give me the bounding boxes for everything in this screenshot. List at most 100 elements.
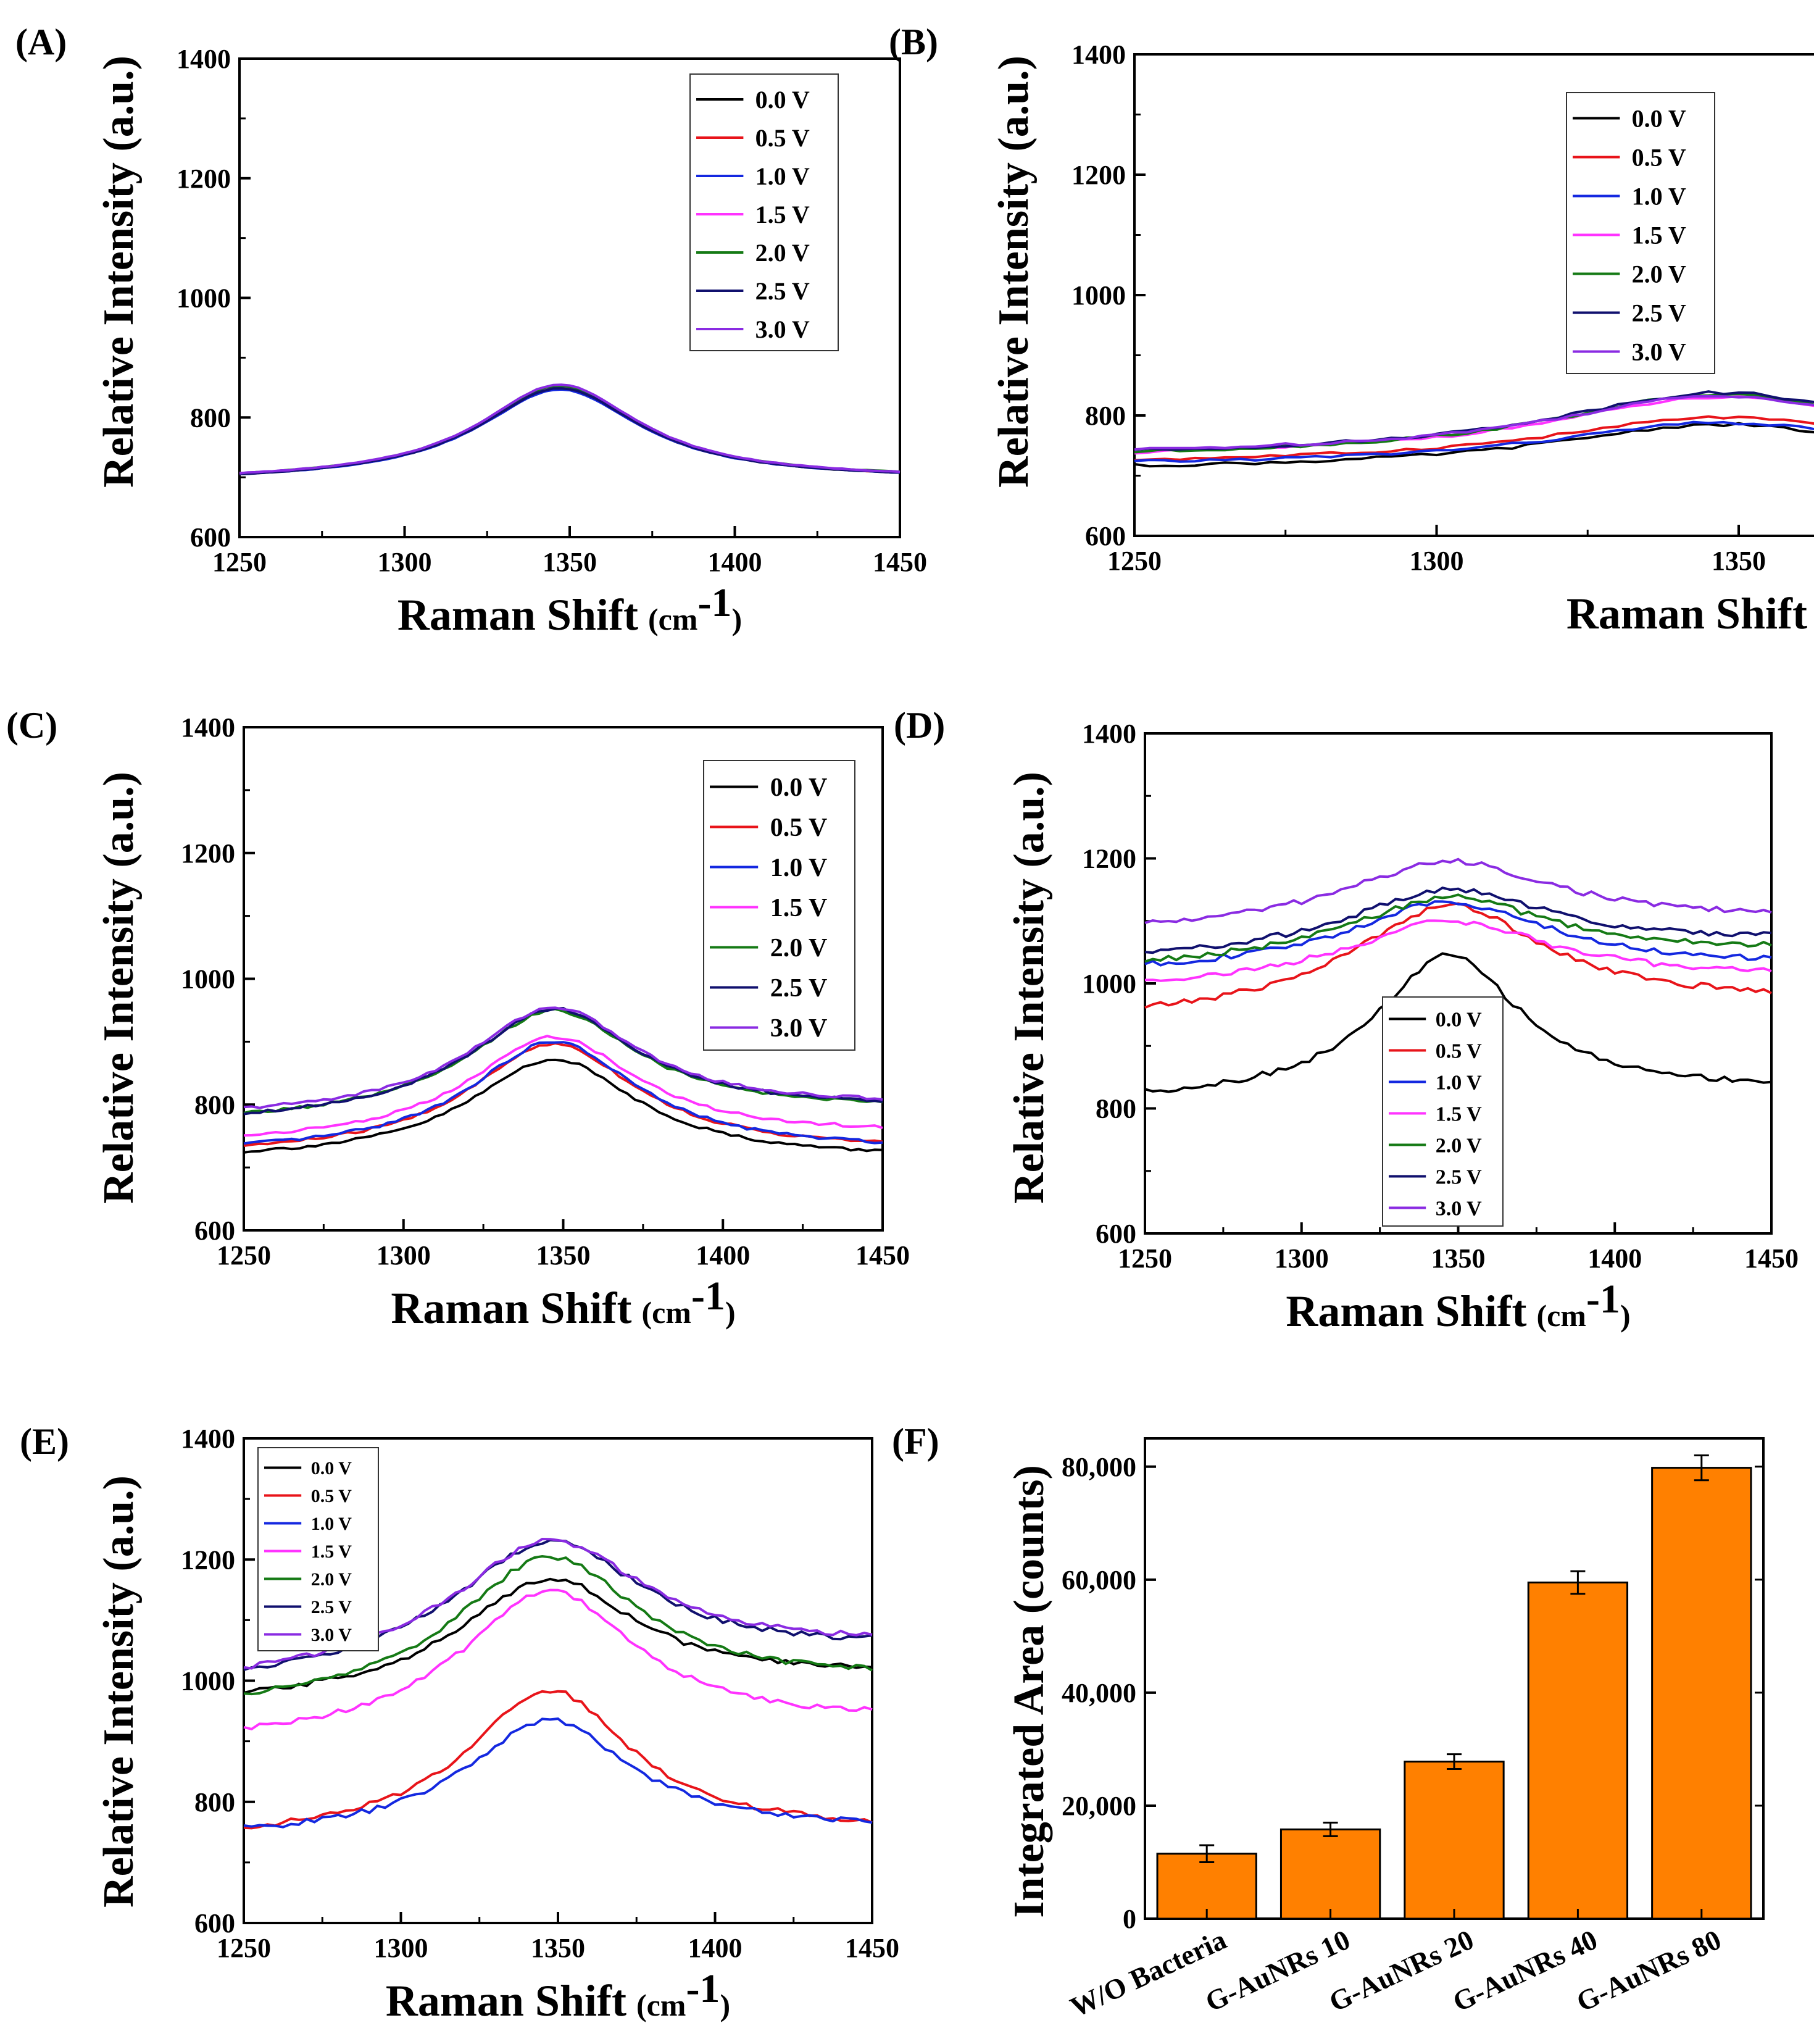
x-tick-label: 1350 — [536, 1240, 591, 1270]
x-axis-label-xunit_sup: -1 — [1586, 1277, 1620, 1322]
y-tick-label: 1000 — [177, 283, 231, 314]
x-axis-label-xunit_sup: -1 — [686, 1966, 720, 2011]
legend-entry: 2.5 V — [1632, 299, 1686, 327]
x-tick-label: 1250 — [217, 1933, 271, 1963]
panel-c: (C) Relative Intensity (a.u.) 600 800 1000 12… — [6, 705, 910, 1333]
y-tick-label: 1000 — [1082, 969, 1136, 999]
panel-b: (B) Relative Intensity (a.u.) 600 800 1000 12… — [889, 22, 1814, 638]
category-label: W/O Bacteria — [1065, 1924, 1231, 2023]
legend-entry: 0.0 V — [311, 1458, 352, 1479]
series-line-5 — [1134, 390, 1814, 451]
legend-box — [703, 760, 855, 1051]
series-line-5 — [239, 387, 901, 475]
y-tick-label: 60,000 — [1062, 1565, 1136, 1595]
y-tick-label: 600 — [1096, 1219, 1136, 1249]
x-tick-label: 1400 — [708, 547, 762, 577]
y-tick-label: 1400 — [1082, 719, 1136, 749]
x-axis-label: Raman Shift (cm-1) — [397, 580, 742, 640]
x-axis-label-xunit_sup: -1 — [697, 580, 731, 625]
legend-entry: 0.0 V — [1436, 1008, 1482, 1031]
x-tick-label: 1300 — [1275, 1243, 1329, 1274]
x-tick-label: 1250 — [217, 1240, 271, 1270]
x-axis-label-xunit: (cm — [641, 1295, 691, 1330]
legend-entry: 3.0 V — [311, 1625, 352, 1645]
legend-box — [1382, 996, 1504, 1227]
x-tick-label: 1350 — [531, 1933, 585, 1963]
x-axis-label-xlabel: Raman Shift — [397, 590, 638, 640]
legend-entry: 3.0 V — [770, 1014, 828, 1043]
x-tick-label: 1250 — [212, 547, 267, 577]
series-line-2 — [243, 1041, 883, 1145]
legend-entry: 2.0 V — [1632, 261, 1686, 288]
series-line-4 — [243, 1554, 873, 1696]
panel-label: (F) — [892, 1421, 939, 1462]
y-tick-label: 1000 — [181, 1666, 235, 1696]
panel-d: (D) Relative Intensity (a.u.) 600 800 1000 12… — [894, 705, 1799, 1336]
x-tick-label: 1400 — [688, 1933, 743, 1963]
series-line-4 — [1144, 893, 1772, 963]
bar — [1651, 1467, 1752, 1920]
series-line-6 — [1144, 857, 1772, 924]
y-tick-label: 800 — [194, 1787, 235, 1817]
series-line-3 — [243, 1588, 873, 1731]
x-axis-label-xunit_close: ) — [725, 1295, 736, 1330]
x-axis-label: Raman Shift (cm-1) — [1286, 1277, 1630, 1336]
series-line-5 — [1144, 886, 1772, 954]
legend-entry: 2.0 V — [1436, 1134, 1482, 1157]
legend: 0.0 V 0.5 V 1.0 V 1.5 V 2.0 V 2.5 V 3.0 V — [257, 1447, 379, 1651]
legend-entry: 2.5 V — [755, 277, 810, 305]
y-tick-label: 1200 — [181, 838, 235, 869]
panel-label: (E) — [20, 1421, 69, 1462]
y-axis-label: Relative Intensity (a.u.) — [95, 1475, 143, 1908]
x-tick-label: 1400 — [696, 1240, 750, 1270]
y-axis-label: Relative Intensity (a.u.) — [95, 772, 143, 1204]
x-axis-label-xunit: (cm — [1536, 1298, 1586, 1333]
legend-entry: 1.5 V — [770, 894, 828, 922]
y-tick-label: 1000 — [1071, 280, 1126, 311]
y-tick-label: 800 — [194, 1090, 235, 1120]
series-line-6 — [239, 383, 901, 475]
legend-box — [1566, 92, 1715, 374]
x-tick-label: 1350 — [1712, 546, 1766, 576]
x-tick-label: 1450 — [855, 1240, 910, 1270]
legend-entry: 1.0 V — [770, 854, 828, 882]
x-tick-label: 1350 — [543, 547, 597, 577]
x-axis-label-xunit: (cm — [636, 1988, 686, 2022]
y-tick-label: 800 — [1085, 401, 1126, 431]
y-tick-label: 80,000 — [1062, 1452, 1136, 1482]
series-line-0 — [243, 1577, 873, 1694]
y-axis-label: Relative Intensity (a.u.) — [1005, 772, 1053, 1204]
series-line-1 — [239, 386, 901, 476]
panel-label: (A) — [15, 22, 67, 62]
series-line-2 — [1144, 900, 1772, 967]
legend: 0.0 V 0.5 V 1.0 V 1.5 V 2.0 V 2.5 V 3.0 V — [1382, 996, 1504, 1227]
legend-entry: 0.0 V — [770, 774, 828, 802]
legend-entry: 2.5 V — [770, 974, 828, 1003]
x-axis-label-xlabel: Raman Shift — [386, 1976, 626, 2025]
legend-entry: 2.0 V — [770, 934, 828, 962]
x-axis-label-xunit_close: ) — [720, 1988, 730, 2022]
series-line-2 — [1134, 420, 1814, 463]
x-axis-label: Raman Shift (cm-1) — [386, 1966, 730, 2025]
series-line-3 — [1144, 919, 1772, 982]
legend-entry: 1.5 V — [311, 1541, 352, 1562]
legend-entry: 1.0 V — [1632, 183, 1686, 211]
x-tick-label: 1300 — [374, 1933, 428, 1963]
legend-entry: 1.0 V — [1436, 1071, 1482, 1094]
legend-entry: 0.0 V — [755, 86, 810, 114]
y-tick-label: 600 — [190, 522, 231, 553]
legend-entry: 0.5 V — [311, 1486, 352, 1506]
y-tick-label: 600 — [1085, 521, 1126, 551]
y-tick-label: 1200 — [181, 1545, 235, 1575]
y-tick-label: 1200 — [1082, 844, 1136, 874]
series-line-6 — [1134, 394, 1814, 451]
legend-entry: 0.5 V — [770, 814, 828, 842]
y-tick-label: 1400 — [181, 712, 235, 743]
legend-entry: 3.0 V — [1436, 1197, 1482, 1220]
y-tick-label: 800 — [190, 403, 231, 433]
legend-entry: 0.5 V — [755, 124, 810, 152]
panel-label: (D) — [894, 705, 945, 746]
y-tick-label: 40,000 — [1062, 1678, 1136, 1708]
series-line-4 — [1134, 393, 1814, 454]
x-tick-label: 1250 — [1118, 1243, 1172, 1274]
